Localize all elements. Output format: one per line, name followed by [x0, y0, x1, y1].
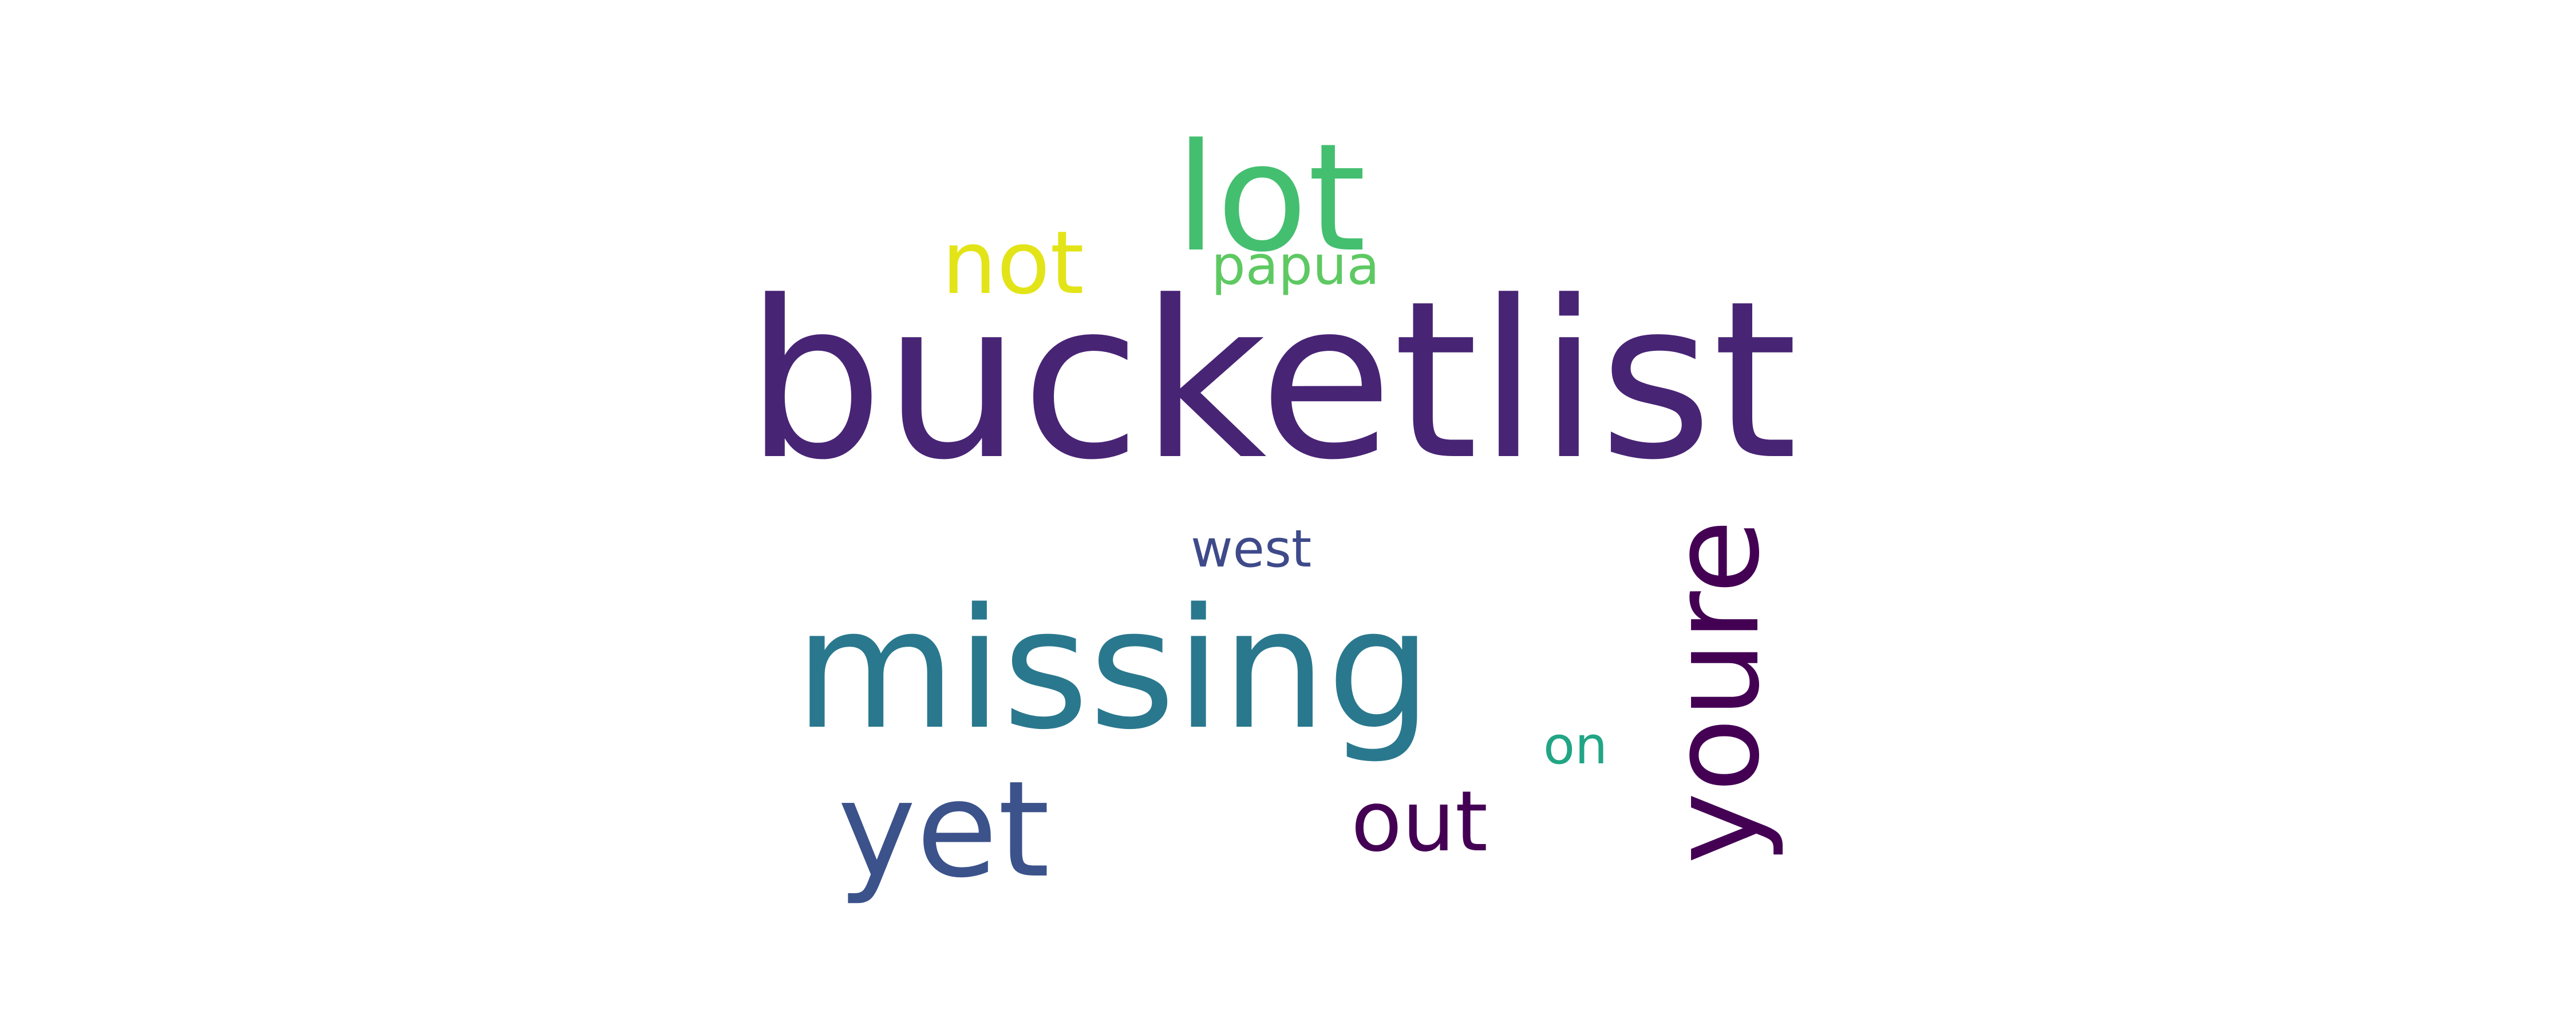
word-on: on — [1543, 716, 1607, 776]
word-missing: missing — [795, 573, 1432, 766]
word-out: out — [1351, 773, 1488, 870]
word-yet: yet — [837, 752, 1050, 907]
word-bucketlist: bucketlist — [745, 254, 1797, 508]
word-youre: youre — [1645, 520, 1786, 864]
word-papua: papua — [1211, 235, 1380, 297]
word-not: not — [942, 212, 1084, 314]
word-lot: lot — [1175, 112, 1366, 285]
word-west: west — [1191, 519, 1311, 579]
